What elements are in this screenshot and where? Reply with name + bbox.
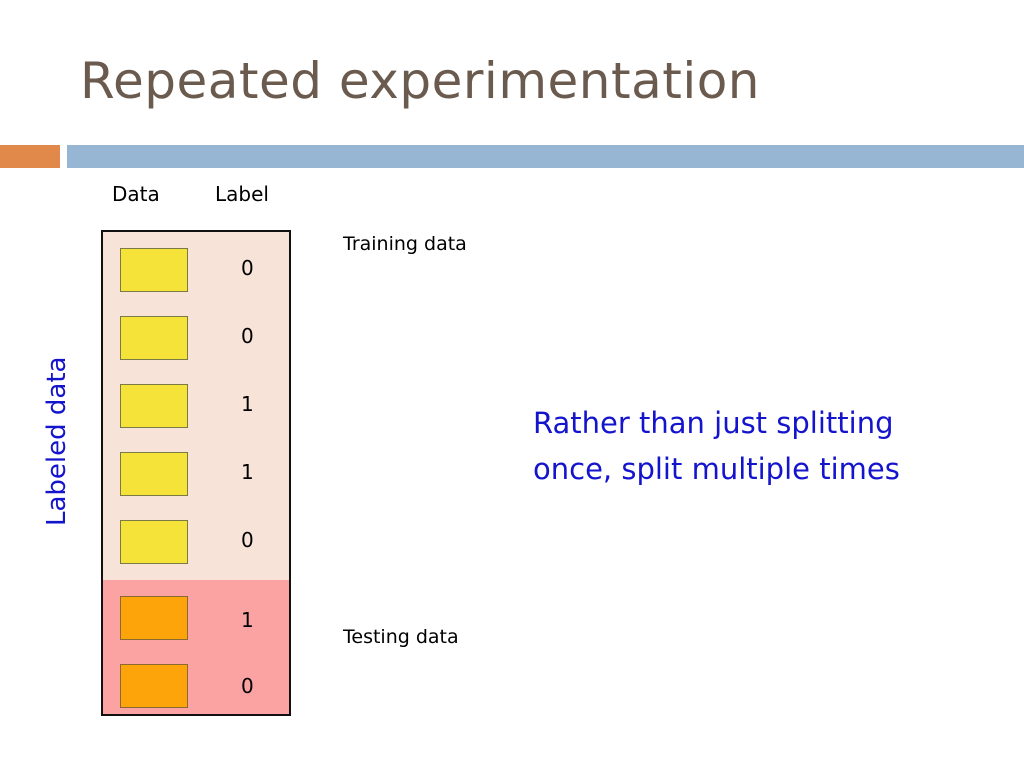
note-text: Rather than just splitting once, split m… — [533, 400, 953, 492]
data-sample — [120, 316, 188, 360]
sample-label: 0 — [241, 324, 254, 348]
data-sample — [120, 452, 188, 496]
data-sample — [120, 384, 188, 428]
testing-row: 1 — [103, 596, 289, 640]
note-line-1: Rather than just splitting — [533, 406, 894, 440]
training-row: 0 — [103, 316, 289, 360]
data-sample — [120, 664, 188, 708]
data-sample — [120, 596, 188, 640]
training-row: 1 — [103, 452, 289, 496]
training-row: 0 — [103, 520, 289, 564]
testing-data-box: 1 0 — [101, 580, 291, 716]
slide-title: Repeated experimentation — [80, 52, 760, 110]
labeled-data-label: Labeled data — [42, 356, 72, 526]
data-sample — [120, 520, 188, 564]
sample-label: 1 — [241, 608, 254, 632]
sample-label: 0 — [241, 674, 254, 698]
header-accent-orange — [0, 145, 60, 168]
column-header-label: Label — [215, 182, 269, 206]
note-line-2: once, split multiple times — [533, 452, 900, 486]
header-accent-blue — [67, 145, 1024, 168]
sample-label: 0 — [241, 256, 254, 280]
training-data-box: 0 0 1 1 0 — [101, 230, 291, 582]
data-sample — [120, 248, 188, 292]
testing-row: 0 — [103, 664, 289, 708]
sample-label: 1 — [241, 460, 254, 484]
testing-data-label: Testing data — [343, 626, 459, 648]
sample-label: 0 — [241, 528, 254, 552]
training-data-label: Training data — [343, 233, 467, 255]
training-row: 1 — [103, 384, 289, 428]
sample-label: 1 — [241, 392, 254, 416]
training-row: 0 — [103, 248, 289, 292]
column-header-data: Data — [112, 182, 160, 206]
